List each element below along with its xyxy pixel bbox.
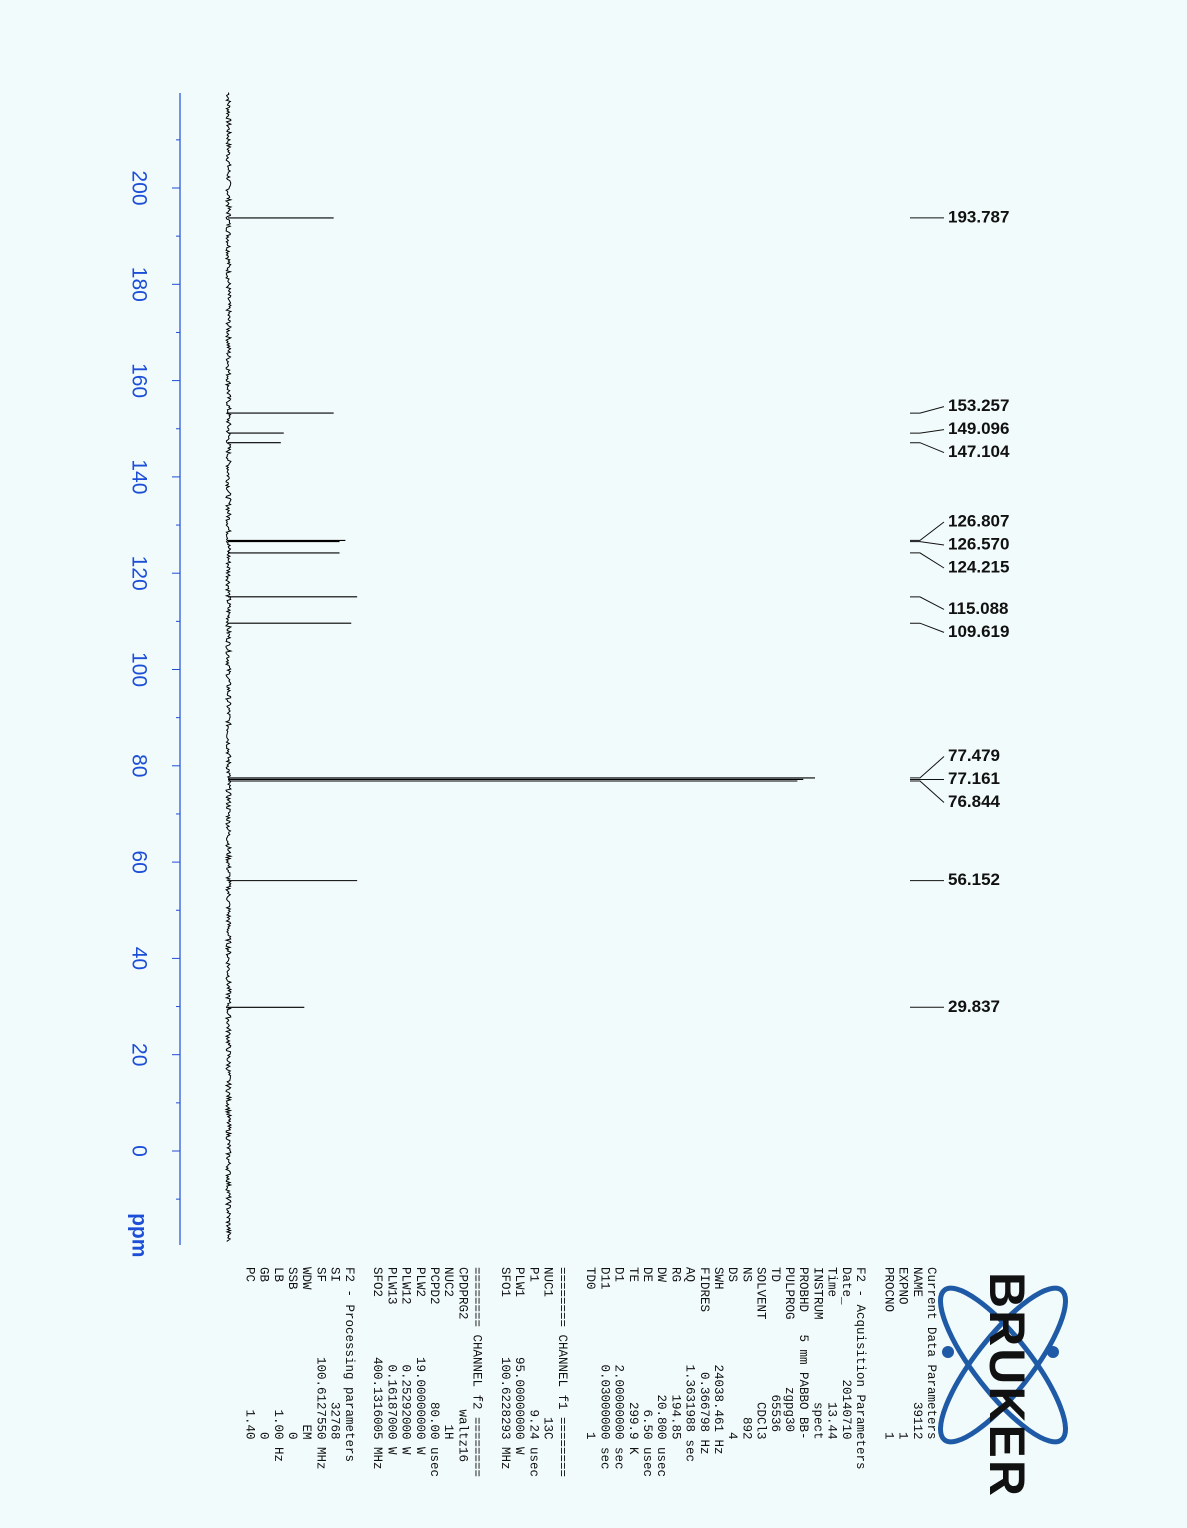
baseline-noise-trace <box>224 92 233 1242</box>
peak-label: 109.619 <box>948 622 1009 641</box>
axis-unit-label: ppm <box>127 1213 150 1257</box>
parameter-line: P1 9.24 usec <box>526 1267 540 1477</box>
parameter-line: PLW12 0.25292000 W <box>399 1267 413 1455</box>
peak-label: 193.787 <box>948 207 1009 226</box>
parameter-line: PLW1 95.00000000 W <box>512 1267 526 1455</box>
parameter-line: SOLVENT CDCl3 <box>754 1267 768 1440</box>
parameter-line: PLW13 0.16187000 W <box>384 1267 398 1455</box>
peak-leader-line <box>910 552 945 569</box>
parameter-line: SFO1 100.6228293 MHz <box>498 1267 512 1470</box>
parameter-line: PULPROG zgpg30 <box>782 1267 796 1432</box>
parameter-line: CPDPRG2 waltz16 <box>455 1267 469 1462</box>
parameter-line: D11 0.03000000 sec <box>597 1267 611 1470</box>
parameter-line: GB 0 <box>257 1267 271 1440</box>
parameter-line: ======== CHANNEL f1 ======== <box>555 1267 569 1477</box>
peak-label: 76.844 <box>948 792 1001 811</box>
peak-label: 153.257 <box>948 396 1009 415</box>
parameter-line: SWH 24038.461 Hz <box>711 1267 725 1455</box>
parameter-line: INSTRUM spect <box>810 1267 824 1440</box>
parameter-line: SI 32768 <box>328 1267 342 1440</box>
axis-tick-label: 60 <box>127 850 150 873</box>
spectrum-peaks <box>228 217 815 1008</box>
logo-orbit <box>937 1285 1069 1445</box>
parameter-line: AQ 1.3631988 sec <box>683 1267 697 1462</box>
peak-label: 124.215 <box>948 557 1009 576</box>
peak-label: 77.161 <box>948 769 1000 788</box>
axis-tick-label: 20 <box>127 1043 150 1066</box>
parameter-line: RG 194.85 <box>668 1267 682 1440</box>
parameter-line: DE 6.50 usec <box>640 1267 654 1477</box>
bruker-atom-logo-icon <box>937 1285 1069 1445</box>
axis-tick-label: 40 <box>127 947 150 970</box>
peak-leader-line <box>910 541 945 546</box>
parameter-line: NUC1 13C <box>541 1267 555 1440</box>
logo-orbit <box>937 1285 1069 1445</box>
peak-leader-line <box>910 596 945 610</box>
logo-electron <box>942 1346 954 1358</box>
peak-leader-line <box>910 406 945 414</box>
axis-tick-label: 0 <box>127 1145 150 1157</box>
peak-label: 149.096 <box>948 419 1009 438</box>
peak-leader-line <box>910 442 945 454</box>
peak-leader-line <box>910 429 945 434</box>
parameter-line: FIDRES 0.366798 Hz <box>697 1267 711 1455</box>
parameter-line: F2 - Processing parameters <box>342 1267 356 1462</box>
parameter-line: F2 - Acquisition Parameters <box>853 1267 867 1470</box>
parameter-line: TD 65536 <box>768 1267 782 1432</box>
parameter-line: DW 20.800 usec <box>654 1267 668 1477</box>
peak-label: 126.807 <box>948 511 1009 530</box>
peak-leader-line <box>910 521 945 541</box>
peak-label: 77.479 <box>948 746 1000 765</box>
axis-tick-label: 80 <box>127 754 150 777</box>
parameter-line: Date_ 20140710 <box>839 1267 853 1440</box>
baseline-noise <box>224 92 233 1242</box>
parameter-line: D1 2.00000000 sec <box>612 1267 626 1470</box>
parameter-line: NAME 39112 <box>910 1267 924 1440</box>
axis-tick-label: 100 <box>127 652 150 687</box>
peak-leader-line <box>910 622 945 633</box>
parameter-line: PCPD2 80.00 usec <box>427 1267 441 1477</box>
axis-tick-label: 200 <box>127 170 150 205</box>
bruker-logo: BRUKER <box>937 1272 1069 1498</box>
parameter-line: Current Data Parameters <box>924 1267 938 1440</box>
parameter-line: PROCNO 1 <box>881 1267 895 1440</box>
parameter-line: SF 100.6127550 MHz <box>313 1267 327 1470</box>
peak-leader-line <box>910 756 945 779</box>
parameter-line: PLW2 19.00000000 W <box>413 1267 427 1455</box>
parameter-line: LB 1.00 Hz <box>271 1267 285 1462</box>
parameter-line: PROBHD 5 mm PABBO BB- <box>796 1267 810 1440</box>
peak-label: 147.104 <box>948 442 1010 461</box>
parameter-line: ======== CHANNEL f2 ======== <box>470 1267 484 1477</box>
axis-tick-label: 180 <box>127 267 150 302</box>
parameter-line: NS 892 <box>739 1267 753 1440</box>
parameter-line: DS 4 <box>725 1267 739 1440</box>
peak-label: 126.570 <box>948 534 1009 553</box>
peak-label: 115.088 <box>948 599 1009 618</box>
parameter-line: WDW EM <box>299 1267 313 1440</box>
peak-label: 56.152 <box>948 870 1000 889</box>
parameter-line: TE 299.9 K <box>626 1267 640 1455</box>
axis-tick-label: 140 <box>127 459 150 494</box>
parameter-line: NUC2 1H <box>441 1267 455 1440</box>
axis-tick-label: 120 <box>127 556 150 591</box>
logo-text: BRUKER <box>979 1272 1035 1498</box>
logo-electron <box>1047 1346 1059 1358</box>
parameter-line: SFO2 400.1316005 MHz <box>370 1267 384 1470</box>
parameter-line: PC 1.40 <box>242 1267 256 1440</box>
parameter-line: EXPNO 1 <box>896 1267 910 1440</box>
peak-label: 29.837 <box>948 997 1000 1016</box>
axis-tick-label: 160 <box>127 363 150 398</box>
parameter-line: SSB 0 <box>285 1267 299 1440</box>
parameter-line: Time 13.44 <box>825 1267 839 1440</box>
peak-leader-line <box>910 780 945 803</box>
parameter-line: TD0 1 <box>583 1267 597 1440</box>
peak-labels: 193.787 153.257 149.096 147.104 126.807 126.5… <box>910 207 1010 1016</box>
